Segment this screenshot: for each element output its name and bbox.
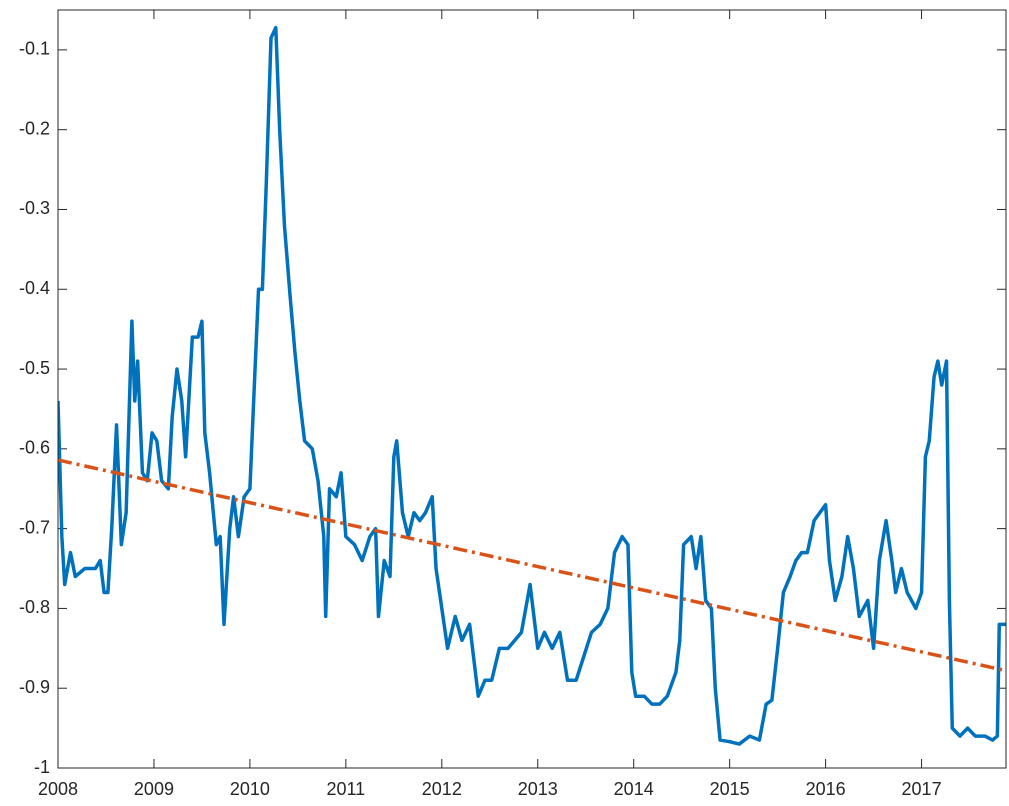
y-tick-label: -0.5 — [19, 358, 50, 378]
x-tick-label: 2015 — [710, 779, 750, 799]
x-tick-label: 2012 — [422, 779, 462, 799]
y-tick-label: -0.9 — [19, 677, 50, 697]
x-tick-label: 2011 — [326, 779, 365, 799]
y-tick-label: -0.2 — [19, 118, 50, 138]
y-tick-label: -0.6 — [19, 438, 50, 458]
x-tick-label: 2017 — [902, 779, 942, 799]
x-tick-label: 2013 — [518, 779, 558, 799]
x-tick-label: 2016 — [806, 779, 846, 799]
x-tick-label: 2008 — [38, 779, 78, 799]
y-tick-label: -0.1 — [19, 39, 50, 59]
data-line — [58, 25, 1006, 746]
x-tick-label: 2009 — [134, 779, 174, 799]
y-tick-label: -1 — [34, 757, 50, 777]
y-tick-label: -0.7 — [19, 517, 50, 537]
x-tick-label: 2014 — [614, 779, 654, 799]
x-tick-label: 2010 — [230, 779, 270, 799]
y-tick-label: -0.8 — [19, 597, 50, 617]
plot-frame — [57, 9, 1007, 769]
y-tick-label: -0.3 — [19, 198, 50, 218]
y-tick-label: -0.4 — [19, 278, 50, 298]
